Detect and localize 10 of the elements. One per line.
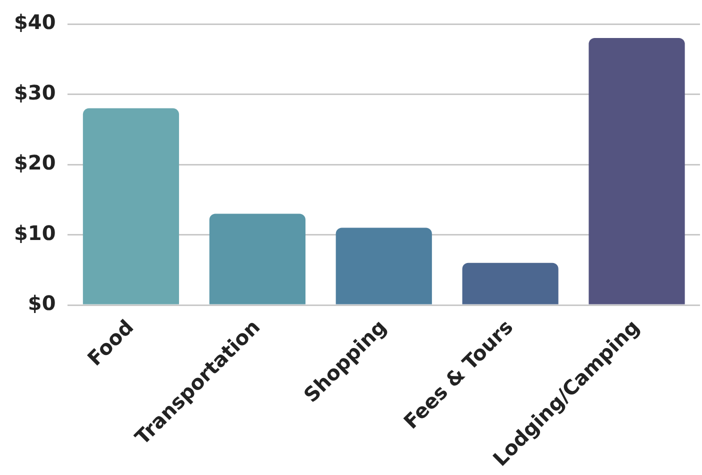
y-tick-label: $0 — [28, 291, 56, 316]
y-tick-label: $20 — [14, 150, 56, 175]
bar — [336, 228, 432, 304]
y-tick-label: $40 — [14, 10, 56, 34]
y-tick-label: $30 — [14, 80, 56, 104]
bar — [209, 214, 306, 304]
y-tick-label: $10 — [14, 220, 56, 245]
bar — [462, 262, 558, 304]
bar — [588, 38, 685, 304]
bar — [82, 108, 180, 304]
